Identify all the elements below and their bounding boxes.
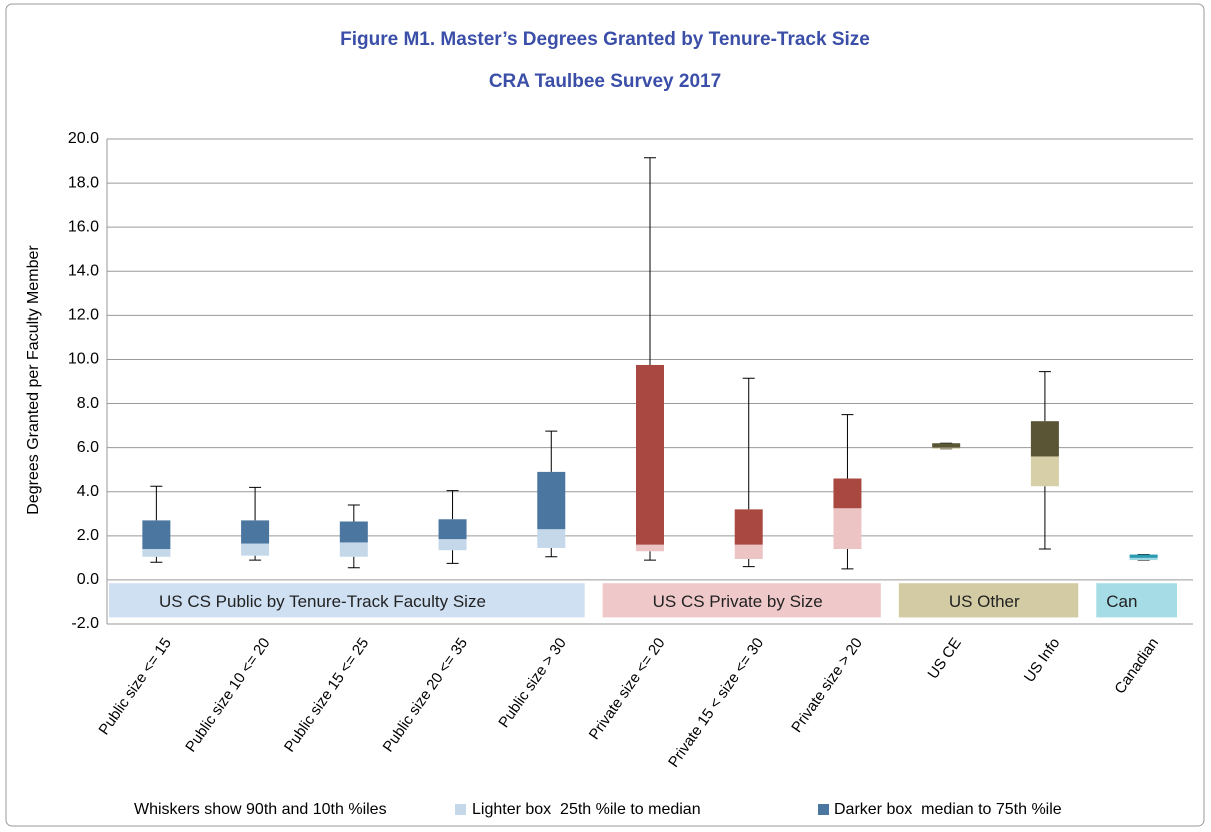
y-tick-label: 16.0 xyxy=(68,218,99,235)
legend-text: Lighter box 25th %ile to median xyxy=(472,801,701,818)
upper-box xyxy=(142,520,171,550)
y-tick-label: -2.0 xyxy=(71,615,99,632)
legend-text: Whiskers show 90th and 10th %iles xyxy=(134,801,387,818)
chart-title: Figure M1. Master’s Degrees Granted by T… xyxy=(340,29,870,50)
lower-box xyxy=(636,544,664,552)
upper-box xyxy=(241,520,270,544)
whisker xyxy=(1038,486,1051,550)
y-tick-label: 8.0 xyxy=(77,395,99,412)
y-tick-label: 12.0 xyxy=(68,307,99,324)
lower-box xyxy=(734,544,763,559)
whisker xyxy=(841,414,854,479)
y-tick-label: 10.0 xyxy=(68,351,99,368)
lower-box xyxy=(438,539,467,551)
legend-swatch xyxy=(818,804,829,815)
group-band xyxy=(898,583,1079,618)
upper-box xyxy=(339,521,368,543)
whisker xyxy=(841,549,854,570)
whisker xyxy=(150,556,163,563)
whisker xyxy=(446,550,459,564)
legend-text: Darker box median to 75th %ile xyxy=(834,801,1062,818)
group-label: Can xyxy=(1106,592,1137,611)
upper-box xyxy=(438,519,467,540)
y-axis-label: Degrees Granted per Faculty Member xyxy=(25,245,42,515)
upper-box xyxy=(932,443,961,448)
upper-box xyxy=(833,478,862,509)
upper-box xyxy=(1030,421,1059,457)
whisker xyxy=(545,430,558,472)
lower-box xyxy=(339,542,368,557)
lower-box xyxy=(932,447,961,449)
whisker xyxy=(150,485,163,521)
y-tick-label: 20.0 xyxy=(68,130,99,147)
legend-swatch xyxy=(455,804,466,815)
lower-box xyxy=(241,543,270,556)
whisker xyxy=(644,551,656,561)
group-band xyxy=(109,583,585,618)
lower-box xyxy=(537,529,566,548)
group-label: US CS Private by Size xyxy=(653,592,823,611)
whisker xyxy=(545,547,558,558)
upper-box xyxy=(636,364,664,545)
chart-frame xyxy=(5,3,1205,827)
whisker xyxy=(742,377,755,510)
group-label: US CS Public by Tenure-Track Faculty Siz… xyxy=(159,592,486,611)
whisker xyxy=(742,558,755,568)
whisker xyxy=(446,490,459,520)
whisker xyxy=(1038,371,1051,422)
whisker xyxy=(249,555,262,561)
y-tick-label: 2.0 xyxy=(77,527,99,544)
upper-box xyxy=(1129,554,1158,558)
y-tick-label: 18.0 xyxy=(68,174,99,191)
y-tick-label: 0.0 xyxy=(77,571,99,588)
whisker xyxy=(644,157,656,365)
group-band xyxy=(602,583,881,618)
whisker xyxy=(347,504,360,522)
y-tick-label: 4.0 xyxy=(77,483,99,500)
y-tick-label: 6.0 xyxy=(77,439,99,456)
lower-box xyxy=(833,508,862,550)
y-tick-label: 14.0 xyxy=(68,262,99,279)
lower-box xyxy=(1129,557,1158,561)
whisker xyxy=(347,556,360,569)
lower-box xyxy=(1030,456,1059,487)
upper-box xyxy=(537,471,566,530)
lower-box xyxy=(142,549,171,557)
whisker xyxy=(249,486,262,521)
group-band xyxy=(1096,583,1177,618)
upper-box xyxy=(734,509,763,545)
chart-subtitle: CRA Taulbee Survey 2017 xyxy=(489,71,721,92)
group-label: US Other xyxy=(949,592,1020,611)
